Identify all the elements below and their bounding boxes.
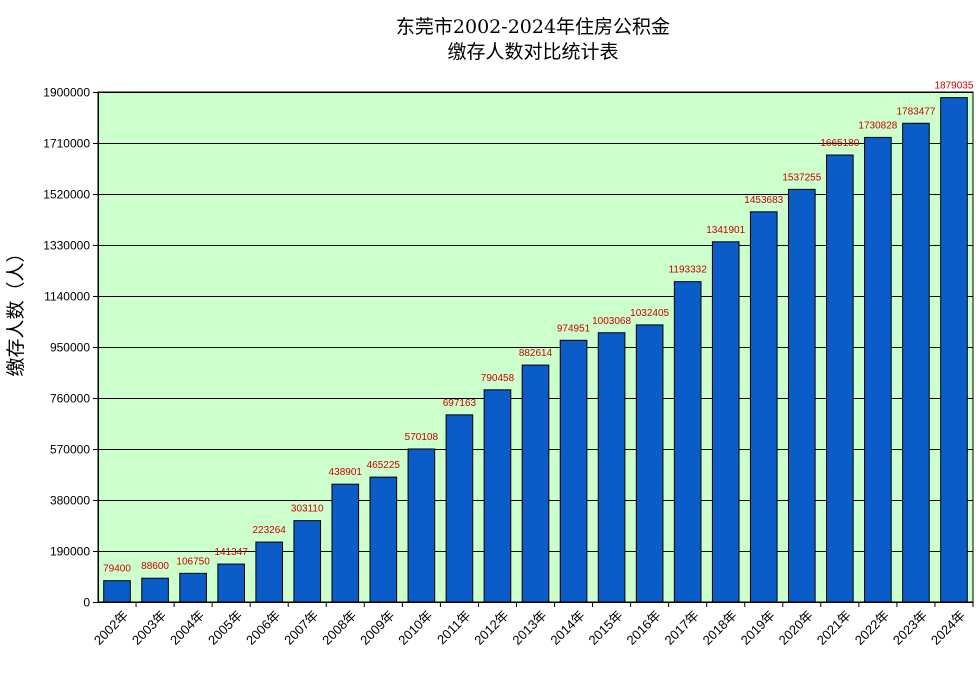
x-tick-label: 2009年 <box>357 608 397 648</box>
bar <box>217 563 245 603</box>
x-tick-label: 2024年 <box>928 608 968 648</box>
data-label: 1032405 <box>630 308 669 319</box>
x-tick-label: 2005年 <box>205 608 245 648</box>
bar <box>179 572 207 603</box>
bar <box>141 577 169 603</box>
data-label: 79400 <box>103 564 131 575</box>
data-label: 1453683 <box>744 195 783 206</box>
y-tick-labels: 0 190000 380000 570000 760000 950000 1140000 13… <box>43 86 90 610</box>
bar <box>826 154 854 603</box>
bar <box>483 389 512 603</box>
bar <box>521 364 550 603</box>
y-tick-label: 760000 <box>50 392 90 406</box>
data-label: 1537255 <box>782 172 821 183</box>
y-tick-label: 380000 <box>50 494 90 508</box>
data-label: 141347 <box>214 547 248 558</box>
x-tick-labels: 2002年2003年2004年2005年2006年2007年2008年2009年… <box>91 608 968 648</box>
data-label: 465225 <box>367 460 401 471</box>
bar <box>369 476 398 603</box>
x-tick-label: 2014年 <box>547 608 587 648</box>
y-tick-label: 1520000 <box>43 188 90 202</box>
bar <box>597 332 626 603</box>
data-label: 303110 <box>291 504 324 515</box>
data-label: 790458 <box>481 373 515 384</box>
bar <box>787 188 816 603</box>
bar <box>559 339 588 603</box>
y-tick-label: 0 <box>83 596 90 610</box>
data-label: 1193332 <box>669 265 708 276</box>
x-tick-label: 2021年 <box>814 608 854 648</box>
data-label: 697163 <box>443 398 477 409</box>
y-tick-label: 1330000 <box>43 239 90 253</box>
axes <box>93 92 974 607</box>
x-tick-label: 2011年 <box>434 608 474 648</box>
bar <box>255 541 284 603</box>
bars <box>103 97 968 603</box>
y-tick-label: 1140000 <box>44 290 90 304</box>
bar <box>407 448 436 603</box>
data-label: 1730828 <box>858 120 897 131</box>
y-tick-label: 1710000 <box>43 137 90 151</box>
x-tick-label: 2022年 <box>852 608 892 648</box>
x-tick-label: 2007年 <box>281 608 321 648</box>
x-tick-label: 2018年 <box>700 608 740 648</box>
data-label: 1783477 <box>896 106 935 117</box>
data-label: 1341901 <box>706 225 745 236</box>
y-tick-label: 1900000 <box>43 86 90 100</box>
data-label: 1665180 <box>820 138 859 149</box>
data-label: 1879035 <box>935 81 974 92</box>
x-tick-label: 2020年 <box>776 608 816 648</box>
data-label: 974951 <box>557 323 591 334</box>
x-tick-label: 2002年 <box>91 608 131 648</box>
y-axis-label: 缴存人数（人） <box>5 243 27 376</box>
bar <box>749 211 778 603</box>
x-tick-label: 2006年 <box>243 608 283 648</box>
bar <box>864 136 892 603</box>
data-label: 88600 <box>141 561 169 572</box>
x-tick-label: 2015年 <box>585 608 625 648</box>
x-tick-label: 2008年 <box>319 608 359 648</box>
x-tick-label: 2004年 <box>167 608 207 648</box>
bar <box>635 324 664 603</box>
x-tick-label: 2023年 <box>890 608 930 648</box>
data-label: 1003068 <box>592 316 631 327</box>
data-label: 882614 <box>519 348 553 359</box>
x-tick-label: 2017年 <box>662 608 702 648</box>
bar <box>673 281 702 603</box>
bar <box>293 520 322 603</box>
bar <box>940 97 968 603</box>
y-tick-label: 950000 <box>50 341 90 355</box>
bar <box>445 414 474 603</box>
x-tick-label: 2013年 <box>509 608 549 648</box>
data-label: 106750 <box>176 556 210 567</box>
bar <box>103 580 131 603</box>
data-label: 570108 <box>405 432 439 443</box>
chart-title-line-2: 缴存人数对比统计表 <box>447 41 618 63</box>
data-label: 438901 <box>329 467 363 478</box>
value-labels: 79400 88600 106750 141347 223264 303110 438901… <box>103 81 974 575</box>
x-tick-label: 2010年 <box>395 608 435 648</box>
x-tick-label: 2012年 <box>471 608 511 648</box>
chart-title-line-1: 东莞市2002-2024年住房公积金 <box>396 16 670 38</box>
x-tick-label: 2016年 <box>624 608 664 648</box>
x-tick-label: 2019年 <box>738 608 778 648</box>
bar <box>711 241 740 603</box>
bar <box>331 483 360 603</box>
bar <box>902 122 930 603</box>
data-label: 223264 <box>253 525 287 536</box>
y-tick-label: 570000 <box>50 443 90 457</box>
y-tick-label: 190000 <box>50 545 90 559</box>
x-tick-label: 2003年 <box>129 608 169 648</box>
